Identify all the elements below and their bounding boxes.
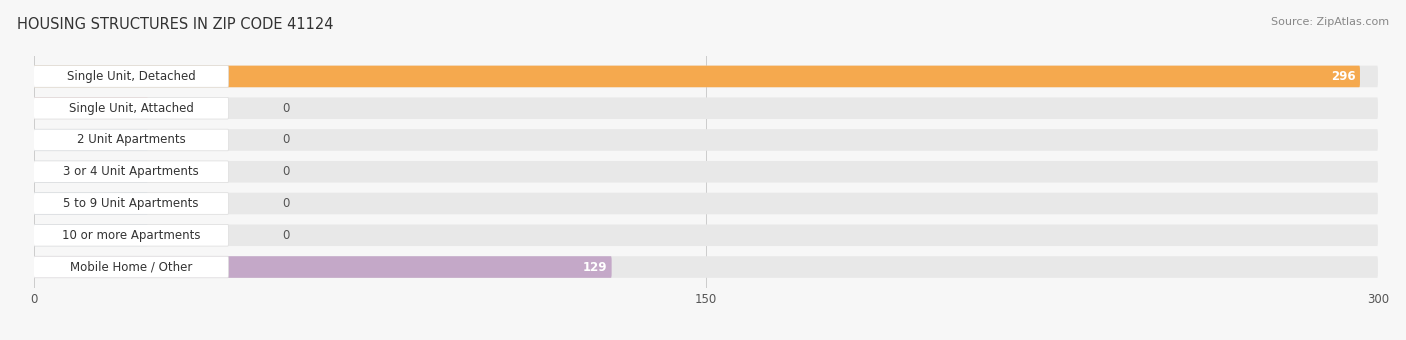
FancyBboxPatch shape [34, 66, 1378, 87]
FancyBboxPatch shape [34, 161, 229, 183]
FancyBboxPatch shape [34, 193, 1378, 214]
FancyBboxPatch shape [34, 256, 612, 278]
FancyBboxPatch shape [34, 98, 1378, 119]
Text: 0: 0 [283, 229, 290, 242]
Text: 0: 0 [283, 134, 290, 147]
FancyBboxPatch shape [34, 129, 148, 151]
Text: 0: 0 [283, 102, 290, 115]
FancyBboxPatch shape [34, 256, 1378, 278]
Text: 2 Unit Apartments: 2 Unit Apartments [77, 134, 186, 147]
Text: 0: 0 [283, 165, 290, 178]
FancyBboxPatch shape [34, 98, 148, 119]
FancyBboxPatch shape [34, 256, 229, 278]
FancyBboxPatch shape [34, 129, 1378, 151]
FancyBboxPatch shape [34, 66, 229, 87]
Text: 296: 296 [1331, 70, 1355, 83]
Text: Mobile Home / Other: Mobile Home / Other [70, 260, 193, 274]
FancyBboxPatch shape [34, 98, 229, 119]
FancyBboxPatch shape [34, 193, 148, 214]
FancyBboxPatch shape [34, 224, 229, 246]
FancyBboxPatch shape [34, 224, 148, 246]
Text: 10 or more Apartments: 10 or more Apartments [62, 229, 200, 242]
FancyBboxPatch shape [34, 129, 229, 151]
Text: 129: 129 [583, 260, 607, 274]
FancyBboxPatch shape [34, 66, 1360, 87]
FancyBboxPatch shape [34, 193, 229, 214]
Text: Source: ZipAtlas.com: Source: ZipAtlas.com [1271, 17, 1389, 27]
Text: Single Unit, Detached: Single Unit, Detached [66, 70, 195, 83]
FancyBboxPatch shape [34, 224, 1378, 246]
Text: 5 to 9 Unit Apartments: 5 to 9 Unit Apartments [63, 197, 198, 210]
Text: Single Unit, Attached: Single Unit, Attached [69, 102, 194, 115]
FancyBboxPatch shape [34, 161, 1378, 183]
Text: 3 or 4 Unit Apartments: 3 or 4 Unit Apartments [63, 165, 198, 178]
FancyBboxPatch shape [34, 161, 148, 183]
Text: HOUSING STRUCTURES IN ZIP CODE 41124: HOUSING STRUCTURES IN ZIP CODE 41124 [17, 17, 333, 32]
Text: 0: 0 [283, 197, 290, 210]
